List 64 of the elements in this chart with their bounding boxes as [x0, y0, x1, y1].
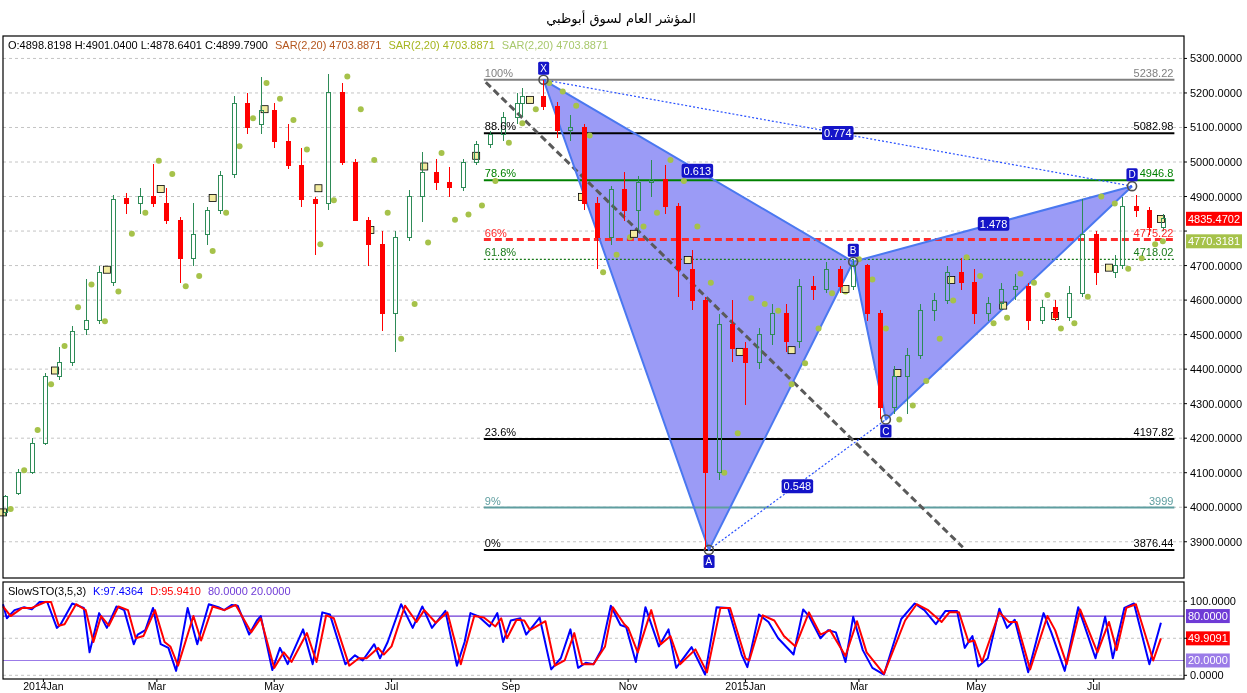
data-label: 4197.82	[1133, 425, 1174, 438]
x-tick-label: Sep	[501, 680, 521, 692]
data-label: C	[882, 425, 890, 437]
y-tick-label: 4500.0000	[1190, 328, 1242, 341]
y-tick-label: 4600.0000	[1190, 294, 1242, 307]
y-tick-label: 5300.0000	[1190, 52, 1242, 65]
x-tick-label: Mar	[147, 680, 167, 692]
y-tick-label: 4400.0000	[1190, 363, 1242, 376]
chart-title: SlowSTO(3,5,3)	[8, 585, 87, 597]
y-tick-label: 5200.0000	[1190, 86, 1242, 99]
data-label: D	[1128, 169, 1136, 181]
x-tick-label: May	[966, 680, 987, 692]
ref-line-label: 20.0000	[1188, 654, 1228, 667]
y-tick-label: 100.0000	[1190, 595, 1236, 608]
ref-line-label: 80.0000	[1188, 610, 1228, 623]
data-label: 3999	[1148, 494, 1174, 507]
y-tick-label: 0.0000	[1190, 669, 1224, 682]
y-tick-label: 49.9091	[1188, 632, 1228, 645]
data-label: X	[540, 62, 548, 74]
x-tick-label: 2014Jan	[23, 680, 64, 692]
y-tick-label: 4770.3181	[1188, 235, 1240, 248]
data-label: 5082.98	[1133, 120, 1174, 133]
data-label: 4718.02	[1133, 246, 1174, 259]
series-label: 66%	[484, 226, 508, 239]
y-tick-label: 5100.0000	[1190, 121, 1242, 134]
annotation: SAR(2,20) 4703.8871	[274, 39, 382, 51]
data-label: 4775.22	[1133, 226, 1174, 239]
annotation: 80.0000 20.0000	[207, 585, 291, 597]
data-label: 3876.44	[1133, 536, 1174, 549]
x-tick-label: May	[264, 680, 285, 692]
annotation: 0.548	[783, 480, 812, 493]
series-label: K:97.4364	[93, 585, 144, 597]
series-label: 100%	[484, 66, 514, 79]
series-label: 78.6%	[484, 167, 517, 180]
x-tick-label: Nov	[618, 680, 639, 692]
y-tick-label: 5000.0000	[1190, 156, 1242, 169]
y-tick-label: 4300.0000	[1190, 397, 1242, 410]
y-tick-label: 4900.0000	[1190, 190, 1242, 203]
annotation: O:4898.8198 H:4901.0400 L:4878.6401 C:4899.7900	[8, 39, 268, 51]
y-tick-label: 4000.0000	[1190, 501, 1242, 514]
data-label: B	[849, 244, 857, 256]
data-label: 4946.8	[1139, 167, 1174, 180]
y-tick-label: 4835.4702	[1188, 212, 1240, 225]
y-tick-label: 4200.0000	[1190, 432, 1242, 445]
data-label: 5238.22	[1133, 66, 1174, 79]
series-label: 0%	[484, 536, 501, 549]
annotation: SAR(2,20) 4703.8871	[388, 39, 495, 51]
data-label: A	[705, 555, 713, 567]
series-label: 61.8%	[484, 246, 517, 259]
series-label: D:95.9410	[150, 585, 201, 597]
series-label: 23.6%	[484, 425, 517, 438]
annotation: 1.478	[979, 217, 1008, 230]
y-tick-label: 3900.0000	[1190, 535, 1242, 548]
chart-title: المؤشر العام لسوق أبوظبي	[546, 9, 696, 27]
x-tick-label: Mar	[849, 680, 869, 692]
annotation: 0.774	[824, 127, 852, 140]
annotation: SAR(2,20) 4703.8871	[501, 39, 609, 51]
x-tick-label: 2015Jan	[725, 680, 766, 692]
annotation: 0.613	[683, 164, 712, 177]
y-tick-label: 4100.0000	[1190, 466, 1242, 479]
x-tick-label: Jul	[1086, 680, 1101, 692]
y-tick-label: 4700.0000	[1190, 259, 1242, 272]
x-tick-label: Jul	[384, 680, 399, 692]
series-label: 9%	[484, 494, 501, 507]
